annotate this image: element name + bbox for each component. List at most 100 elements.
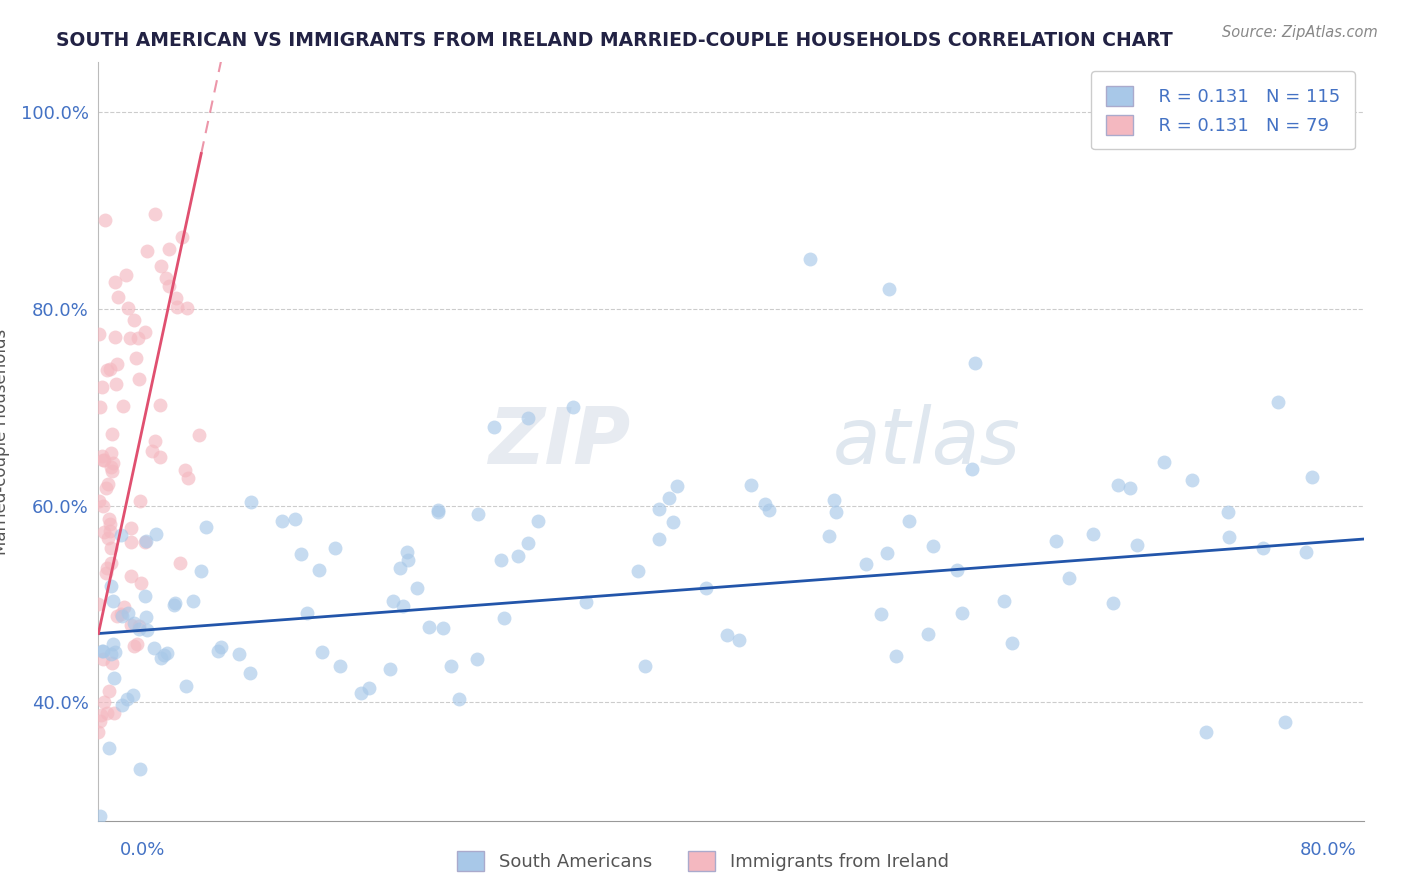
Point bbox=[945, 563, 967, 577]
Point bbox=[98, 683, 121, 698]
Point bbox=[93, 453, 115, 467]
Point bbox=[104, 330, 127, 344]
Point bbox=[740, 478, 762, 492]
Point bbox=[695, 581, 717, 595]
Point bbox=[114, 268, 136, 282]
Point bbox=[87, 725, 110, 739]
Point bbox=[297, 607, 319, 621]
Point bbox=[117, 301, 139, 315]
Point bbox=[1194, 725, 1216, 739]
Point bbox=[129, 762, 152, 776]
Point bbox=[1001, 635, 1024, 649]
Point bbox=[100, 556, 122, 570]
Point bbox=[492, 611, 515, 625]
Point bbox=[824, 505, 846, 519]
Point bbox=[91, 651, 114, 665]
Point bbox=[145, 207, 167, 221]
Point bbox=[1218, 531, 1240, 545]
Point bbox=[886, 648, 908, 663]
Point bbox=[575, 595, 598, 609]
Point bbox=[239, 665, 262, 680]
Point bbox=[1083, 527, 1105, 541]
Point bbox=[1274, 715, 1296, 730]
Point bbox=[157, 279, 180, 293]
Point bbox=[150, 259, 173, 273]
Point bbox=[174, 679, 197, 693]
Point bbox=[716, 627, 738, 641]
Point bbox=[516, 411, 538, 425]
Text: Source: ZipAtlas.com: Source: ZipAtlas.com bbox=[1222, 25, 1378, 40]
Point bbox=[1295, 545, 1317, 559]
Point bbox=[100, 446, 122, 460]
Point bbox=[101, 637, 124, 651]
Point bbox=[240, 494, 263, 508]
Point bbox=[172, 230, 194, 244]
Point bbox=[823, 493, 845, 508]
Legend:   R = 0.131   N = 115,   R = 0.131   N = 79: R = 0.131 N = 115, R = 0.131 N = 79 bbox=[1091, 71, 1355, 149]
Point bbox=[104, 276, 127, 290]
Point bbox=[103, 706, 125, 720]
Point bbox=[90, 707, 112, 722]
Point bbox=[506, 549, 529, 563]
Point bbox=[405, 581, 427, 595]
Point bbox=[100, 579, 122, 593]
Point bbox=[561, 400, 585, 414]
Point bbox=[917, 627, 939, 641]
Point bbox=[121, 689, 143, 703]
Point bbox=[128, 619, 150, 633]
Point bbox=[162, 598, 184, 612]
Point bbox=[877, 282, 900, 296]
Point bbox=[91, 644, 114, 658]
Point bbox=[128, 623, 150, 637]
Point bbox=[1153, 455, 1175, 469]
Point bbox=[1107, 477, 1129, 491]
Point bbox=[129, 494, 152, 508]
Point bbox=[105, 609, 128, 624]
Text: SOUTH AMERICAN VS IMMIGRANTS FROM IRELAND MARRIED-COUPLE HOUSEHOLDS CORRELATION : SOUTH AMERICAN VS IMMIGRANTS FROM IRELAN… bbox=[56, 31, 1173, 50]
Point bbox=[190, 564, 212, 578]
Point bbox=[648, 502, 671, 516]
Point bbox=[993, 593, 1015, 607]
Point bbox=[440, 659, 463, 673]
Point bbox=[284, 512, 307, 526]
Point bbox=[87, 597, 110, 611]
Point bbox=[120, 331, 141, 345]
Point bbox=[449, 692, 471, 706]
Point bbox=[91, 452, 114, 467]
Point bbox=[101, 594, 124, 608]
Point bbox=[1251, 541, 1274, 556]
Point bbox=[101, 656, 124, 670]
Point bbox=[271, 514, 294, 528]
Point bbox=[127, 637, 149, 651]
Point bbox=[209, 640, 232, 655]
Point bbox=[921, 539, 943, 553]
Point bbox=[657, 491, 679, 506]
Point bbox=[329, 659, 352, 673]
Point bbox=[1045, 534, 1067, 549]
Point bbox=[467, 508, 489, 522]
Point bbox=[165, 291, 187, 305]
Point bbox=[1119, 481, 1142, 495]
Point bbox=[960, 461, 983, 475]
Point bbox=[141, 443, 163, 458]
Point bbox=[169, 557, 191, 571]
Point bbox=[754, 497, 776, 511]
Point bbox=[359, 681, 381, 695]
Point bbox=[432, 621, 454, 635]
Point bbox=[517, 536, 540, 550]
Point bbox=[155, 271, 177, 285]
Point bbox=[149, 450, 172, 465]
Point bbox=[98, 524, 121, 539]
Point bbox=[120, 569, 142, 583]
Point bbox=[100, 460, 122, 475]
Point bbox=[963, 356, 986, 370]
Point bbox=[96, 566, 118, 581]
Point bbox=[101, 464, 124, 478]
Point bbox=[143, 434, 166, 449]
Point bbox=[103, 671, 125, 685]
Point bbox=[149, 650, 172, 665]
Point bbox=[110, 607, 132, 621]
Point bbox=[174, 463, 197, 477]
Point bbox=[382, 593, 405, 607]
Point bbox=[427, 505, 450, 519]
